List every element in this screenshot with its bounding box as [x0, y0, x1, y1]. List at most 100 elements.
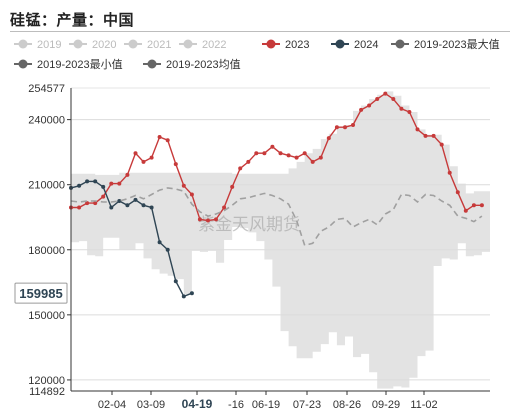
data-point [318, 155, 323, 160]
data-point [455, 190, 460, 195]
data-point [173, 162, 178, 167]
legend-item[interactable]: 2024 [331, 39, 378, 51]
data-point [125, 203, 130, 208]
legend-swatch-dot [147, 59, 157, 69]
legend: 2019 2020 2021 2022 2023 2024 2019-2023最大值 2019… [14, 37, 500, 71]
data-point [101, 184, 106, 189]
data-point [278, 151, 283, 156]
data-point [141, 159, 146, 164]
legend-swatch-dot [73, 39, 83, 49]
legend-item[interactable]: 2019-2023最小值 [14, 58, 123, 71]
data-point [471, 203, 476, 208]
data-point [262, 151, 267, 156]
watermark-text: 紫金天风期货 [198, 215, 300, 235]
data-point [214, 217, 218, 222]
data-point [189, 192, 194, 197]
data-point [254, 151, 259, 156]
x-tick-label: 06-19 [252, 399, 280, 411]
legend-item[interactable]: 2021 [124, 39, 171, 51]
legend-label: 2019-2023最小值 [37, 58, 123, 71]
x-tick-label: -16 [228, 399, 244, 411]
data-point [93, 179, 98, 184]
data-point [423, 133, 428, 138]
y-tick-label: 180000 [28, 245, 65, 257]
series-line-2023 [71, 92, 482, 222]
legend-item[interactable]: 2019 [14, 39, 61, 51]
legend-swatch-dot [395, 39, 405, 49]
data-point [149, 205, 154, 210]
data-point [181, 183, 186, 188]
data-point [375, 97, 380, 101]
data-point [101, 194, 106, 199]
data-point [431, 133, 436, 138]
data-point [197, 217, 202, 222]
series-line-2019-2023均值 [70, 187, 483, 247]
data-point [270, 144, 275, 149]
legend-label: 2023 [285, 39, 309, 51]
data-point [415, 127, 420, 132]
y-tick-label: 120000 [28, 375, 65, 387]
data-point [117, 181, 122, 186]
data-point [77, 205, 82, 210]
gridlines [71, 87, 490, 381]
legend-label: 2022 [202, 39, 226, 51]
x-tick-label: 07-23 [293, 399, 321, 411]
legend-swatch-dot [128, 39, 138, 49]
max-min-band [71, 91, 490, 389]
legend-item[interactable]: 2020 [69, 39, 116, 51]
legend-item[interactable]: 2019-2023最大值 [391, 37, 500, 51]
data-point [77, 183, 82, 188]
y-tick-label: 240000 [28, 115, 65, 127]
data-point [165, 138, 170, 143]
data-point [189, 291, 194, 296]
legend-swatch-dot [18, 39, 28, 49]
legend-item[interactable]: 2022 [179, 39, 226, 51]
y-pointer-label: 159985 [19, 286, 62, 301]
data-point [85, 201, 90, 206]
data-point [294, 155, 299, 160]
data-point [173, 279, 178, 284]
data-point [93, 201, 98, 206]
series-lines [69, 91, 484, 299]
legend-item[interactable]: 2023 [262, 39, 309, 51]
legend-label: 2019-2023均值 [166, 58, 241, 71]
data-point [343, 125, 347, 130]
x-tick-label: 08-26 [333, 399, 361, 411]
data-point [302, 151, 307, 156]
data-point [206, 218, 210, 223]
legend-swatch-dot [183, 39, 193, 49]
data-point [351, 123, 355, 127]
legend-swatch-dot [266, 39, 276, 49]
data-point [334, 125, 339, 130]
data-point [133, 151, 138, 156]
x-tick-label: 11-02 [410, 399, 437, 411]
data-point [391, 97, 396, 101]
series-line-2024 [70, 180, 193, 298]
y-tick-label: 210000 [28, 180, 65, 192]
x-tick-label: 02-04 [98, 399, 126, 411]
data-point [165, 247, 170, 252]
y-max-label: 254577 [28, 83, 65, 95]
data-point [383, 91, 388, 96]
y-min-label: 114892 [29, 386, 65, 398]
data-point [157, 240, 162, 245]
data-point [141, 203, 146, 208]
y-tick-label: 150000 [28, 310, 65, 322]
data-point [326, 136, 331, 141]
data-point [109, 205, 114, 210]
y-pointer-box [14, 282, 68, 304]
data-point [222, 205, 227, 210]
data-point [85, 179, 90, 184]
legend-item[interactable]: 2019-2023均值 [143, 58, 241, 71]
x-tick-label: 03-09 [137, 399, 165, 411]
data-point [439, 142, 444, 147]
legend-label: 2019-2023最大值 [414, 37, 500, 51]
data-point [367, 103, 372, 108]
legend-label: 2019 [37, 39, 61, 51]
data-point [359, 107, 364, 112]
data-point [310, 159, 315, 164]
title-divider [10, 31, 510, 32]
data-point [463, 208, 468, 213]
data-point [149, 155, 154, 160]
